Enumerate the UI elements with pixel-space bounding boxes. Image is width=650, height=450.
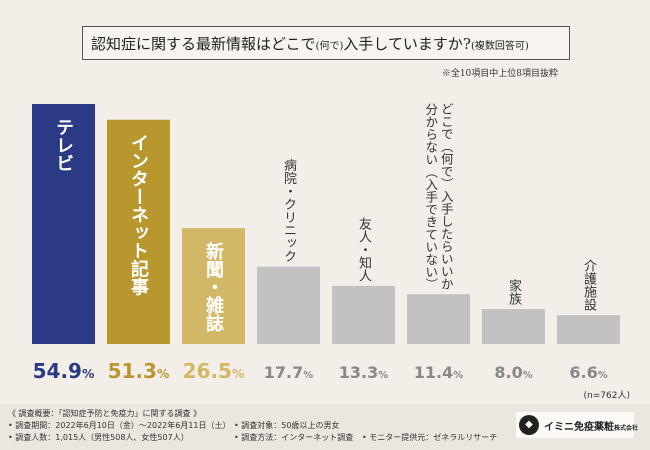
- chart-title-main: 認知症に関する最新情報はどこで: [91, 35, 316, 53]
- bar-1: [32, 104, 95, 344]
- chart-title-suffix: (複数回答可): [470, 41, 529, 52]
- value-label-7: 8.0%: [494, 363, 532, 382]
- sample-size-label: (n=762人): [584, 390, 630, 401]
- category-label-4-line-1: 病院・クリニック: [281, 159, 297, 263]
- bar-8: [557, 315, 620, 344]
- category-label-2: インターネット記事: [128, 134, 149, 297]
- survey-count: • 調査人数：1,015人（男性508人、女性507人）: [8, 433, 189, 442]
- value-label-6: 11.4%: [414, 363, 463, 382]
- category-label-3-line-1: 新聞・雑誌: [203, 241, 225, 332]
- company-logo: ◆ イミニ免疫薬粧株式会社: [516, 412, 638, 438]
- survey-overview: 《 調査概要：「認知症予防と免疫力」に関する調査 》: [8, 409, 202, 418]
- bar-2: [107, 119, 170, 344]
- bar-chart: テレビ 54.9% インターネット記事 51.3% 新聞・雑誌 26.5% 病院・クリニック…: [32, 103, 630, 401]
- survey-provider: • モニター提供元：ゼネラルリサーチ: [362, 433, 498, 442]
- value-label-8: 6.6%: [569, 363, 607, 382]
- value-label-2: 51.3%: [108, 359, 170, 383]
- category-label-2-line-1: インターネット記事: [128, 134, 149, 297]
- logo-name: イミニ免疫薬粧: [544, 422, 614, 433]
- category-label-4: 病院・クリニック: [281, 159, 297, 263]
- category-label-6-line-2: 分からない（入手できていない）: [423, 103, 438, 291]
- category-label-6-line-1: どこで（何で）入手したらいいか: [439, 103, 454, 291]
- selection-note: ※全10項目中上位8項目抜粋: [441, 69, 558, 79]
- category-label-7-line-1: 家族: [506, 278, 522, 306]
- chart-title-mid: (何で): [315, 41, 344, 52]
- category-label-1-line-1: テレビ: [53, 118, 74, 172]
- chart-title-box: 認知症に関する最新情報はどこで(何で)入手していますか?(複数回答可): [82, 26, 570, 60]
- category-label-6: どこで（何で）入手したらいいか分からない（入手できていない）: [423, 103, 454, 291]
- category-label-5: 友人・知人: [356, 216, 372, 282]
- value-label-3: 26.5%: [183, 359, 245, 383]
- category-label-8: 介護施設: [581, 259, 597, 311]
- value-label-4: 17.7%: [264, 363, 313, 382]
- value-label-5: 13.3%: [339, 363, 388, 382]
- category-label-1: テレビ: [53, 118, 74, 172]
- survey-period: • 調査期間：2022年6月10日（金）〜2022年6月11日（土）: [8, 421, 231, 430]
- logo-mark-icon: ◆: [519, 415, 539, 435]
- logo-sub: 株式会社: [614, 425, 639, 432]
- survey-method: • 調査方法：インターネット調査: [234, 433, 354, 442]
- survey-target: • 調査対象：50歳以上の男女: [234, 421, 340, 430]
- category-label-3: 新聞・雑誌: [203, 241, 225, 332]
- bar-4: [257, 266, 320, 344]
- chart-title-tail: 入手していますか?: [343, 35, 471, 53]
- category-label-5-line-1: 友人・知人: [356, 216, 372, 282]
- bar-5: [332, 285, 395, 344]
- chart-title: 認知症に関する最新情報はどこで(何で)入手していますか?(複数回答可): [91, 33, 529, 54]
- bar-3: [182, 228, 245, 344]
- category-label-7: 家族: [506, 278, 522, 306]
- value-label-1: 54.9%: [33, 359, 95, 383]
- category-label-8-line-1: 介護施設: [581, 259, 597, 311]
- bar-6: [407, 294, 470, 344]
- bar-7: [482, 309, 545, 344]
